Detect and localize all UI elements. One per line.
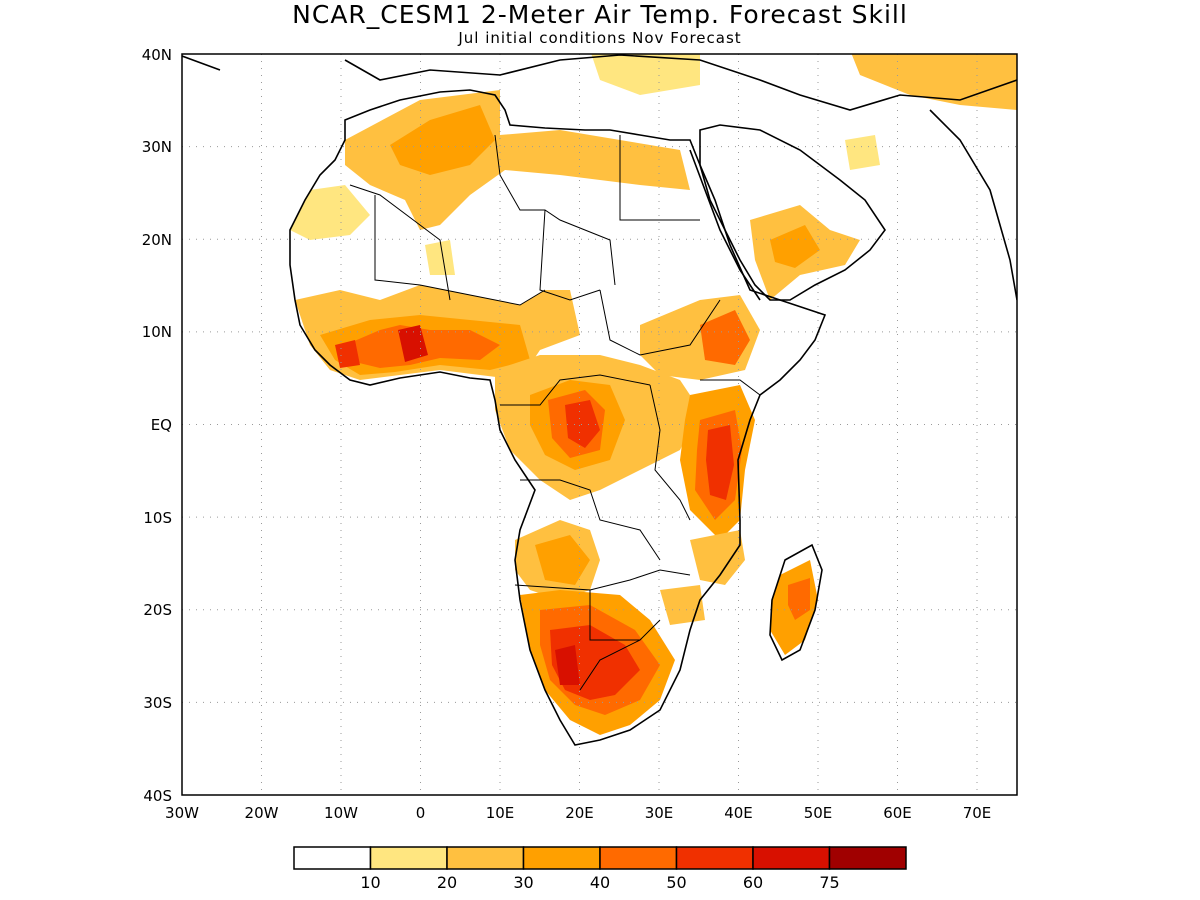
colorbar-label: 20 — [437, 873, 457, 892]
lon-label: 20E — [565, 804, 594, 822]
lon-label: 60E — [883, 804, 912, 822]
lat-label: 20S — [143, 601, 172, 619]
madagascar-coast — [769, 543, 823, 662]
colorbar-swatch — [828, 846, 907, 870]
skill-zambia — [660, 585, 705, 625]
skill-algeria — [390, 105, 495, 175]
skill-liberia — [335, 340, 360, 368]
lon-label: 10E — [486, 804, 515, 822]
skill-iran — [845, 135, 880, 170]
lon-label: 70E — [963, 804, 992, 822]
africa-coastline — [289, 89, 827, 746]
colorbar-label: 60 — [743, 873, 763, 892]
colorbar-swatch — [293, 846, 372, 870]
lat-label: 40N — [142, 46, 172, 64]
lat-label: 10S — [143, 509, 172, 527]
colorbar-label: 30 — [513, 873, 533, 892]
lon-axis: 30W 20W 10W 0 10E 20E 30E 40E 50E 60E 70… — [165, 804, 991, 822]
lon-label: 40E — [724, 804, 753, 822]
lon-label: 0 — [416, 804, 426, 822]
colorbar-swatch — [599, 846, 678, 870]
skill-madagascar-core — [788, 578, 810, 620]
lat-label: 10N — [142, 323, 172, 341]
skill-east-med — [851, 54, 1017, 110]
skill-ethiopia-core — [700, 310, 750, 365]
red-sea-line — [689, 149, 761, 301]
skill-east-africa-max — [706, 425, 734, 500]
lat-label: 30N — [142, 138, 172, 156]
colorbar-swatch — [369, 846, 448, 870]
lat-label: 40S — [143, 787, 172, 805]
colorbar-label: 40 — [590, 873, 610, 892]
skill-northwest-coast — [290, 185, 370, 240]
map-subtitle: Jul initial conditions Nov Forecast — [458, 29, 742, 47]
lon-label: 50E — [804, 804, 833, 822]
lon-label: 20W — [245, 804, 279, 822]
map-title: NCAR_CESM1 2-Meter Air Temp. Forecast Sk… — [292, 0, 908, 29]
colorbar: 10 20 30 40 50 60 75 — [293, 846, 907, 892]
skill-north-africa — [345, 90, 690, 230]
colorbar-label: 50 — [666, 873, 686, 892]
skill-arabia-core — [770, 225, 820, 268]
map-frame — [181, 53, 1018, 796]
skill-mozambique-north — [690, 530, 745, 585]
colorbar-label: 10 — [360, 873, 380, 892]
country-borders — [349, 134, 761, 691]
colorbar-swatch — [752, 846, 831, 870]
colorbar-swatch — [522, 846, 601, 870]
skill-sahara-pocket — [425, 240, 455, 275]
coastlines — [182, 54, 1017, 746]
colorbar-swatch — [675, 846, 754, 870]
mediterranean-north — [182, 54, 1017, 111]
skill-namibia-max — [555, 645, 580, 685]
lon-label: 30E — [645, 804, 674, 822]
lat-label: 30S — [143, 694, 172, 712]
lat-label: 20N — [142, 231, 172, 249]
colorbar-label: 75 — [819, 873, 839, 892]
skill-angola-core — [535, 535, 590, 585]
lat-axis: 40N 30N 20N 10N EQ 10S 20S 30S 40S — [142, 46, 172, 805]
arabia-coastline — [699, 124, 886, 301]
lat-label: EQ — [151, 416, 172, 434]
lon-label: 30W — [165, 804, 199, 822]
skill-congo-max — [565, 400, 600, 448]
india-coast — [929, 109, 1017, 301]
colorbar-swatch — [446, 846, 525, 870]
lon-label: 10W — [324, 804, 358, 822]
skill-field — [290, 54, 1017, 735]
skill-med-coast — [591, 54, 700, 95]
